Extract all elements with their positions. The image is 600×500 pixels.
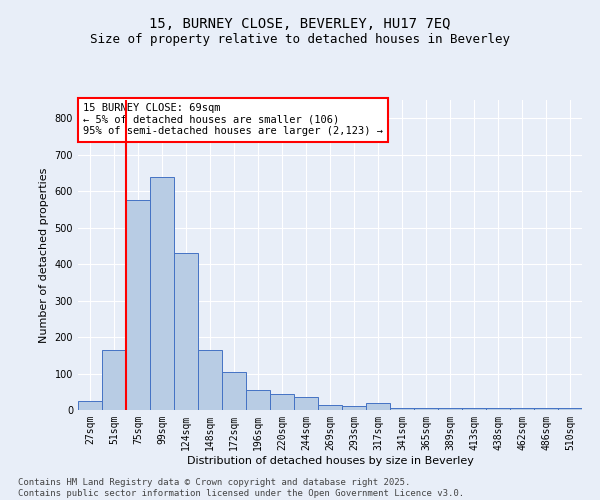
Bar xyxy=(486,408,510,410)
Bar xyxy=(222,372,246,410)
Bar xyxy=(414,408,438,410)
Bar xyxy=(126,200,150,410)
Bar xyxy=(294,397,318,410)
Bar xyxy=(438,408,462,410)
Bar xyxy=(462,408,486,410)
Text: Size of property relative to detached houses in Beverley: Size of property relative to detached ho… xyxy=(90,32,510,46)
Bar xyxy=(318,404,342,410)
Bar xyxy=(510,408,534,410)
Bar xyxy=(270,394,294,410)
Text: 15, BURNEY CLOSE, BEVERLEY, HU17 7EQ: 15, BURNEY CLOSE, BEVERLEY, HU17 7EQ xyxy=(149,18,451,32)
Bar xyxy=(558,408,582,410)
Bar xyxy=(198,350,222,410)
Bar xyxy=(342,406,366,410)
Bar xyxy=(366,402,390,410)
Bar xyxy=(150,176,174,410)
Bar xyxy=(246,390,270,410)
Text: 15 BURNEY CLOSE: 69sqm
← 5% of detached houses are smaller (106)
95% of semi-det: 15 BURNEY CLOSE: 69sqm ← 5% of detached … xyxy=(83,103,383,136)
Bar xyxy=(78,401,102,410)
Bar xyxy=(390,408,414,410)
Y-axis label: Number of detached properties: Number of detached properties xyxy=(39,168,49,342)
Bar xyxy=(534,408,558,410)
X-axis label: Distribution of detached houses by size in Beverley: Distribution of detached houses by size … xyxy=(187,456,473,466)
Bar xyxy=(102,350,126,410)
Text: Contains HM Land Registry data © Crown copyright and database right 2025.
Contai: Contains HM Land Registry data © Crown c… xyxy=(18,478,464,498)
Bar xyxy=(174,253,198,410)
